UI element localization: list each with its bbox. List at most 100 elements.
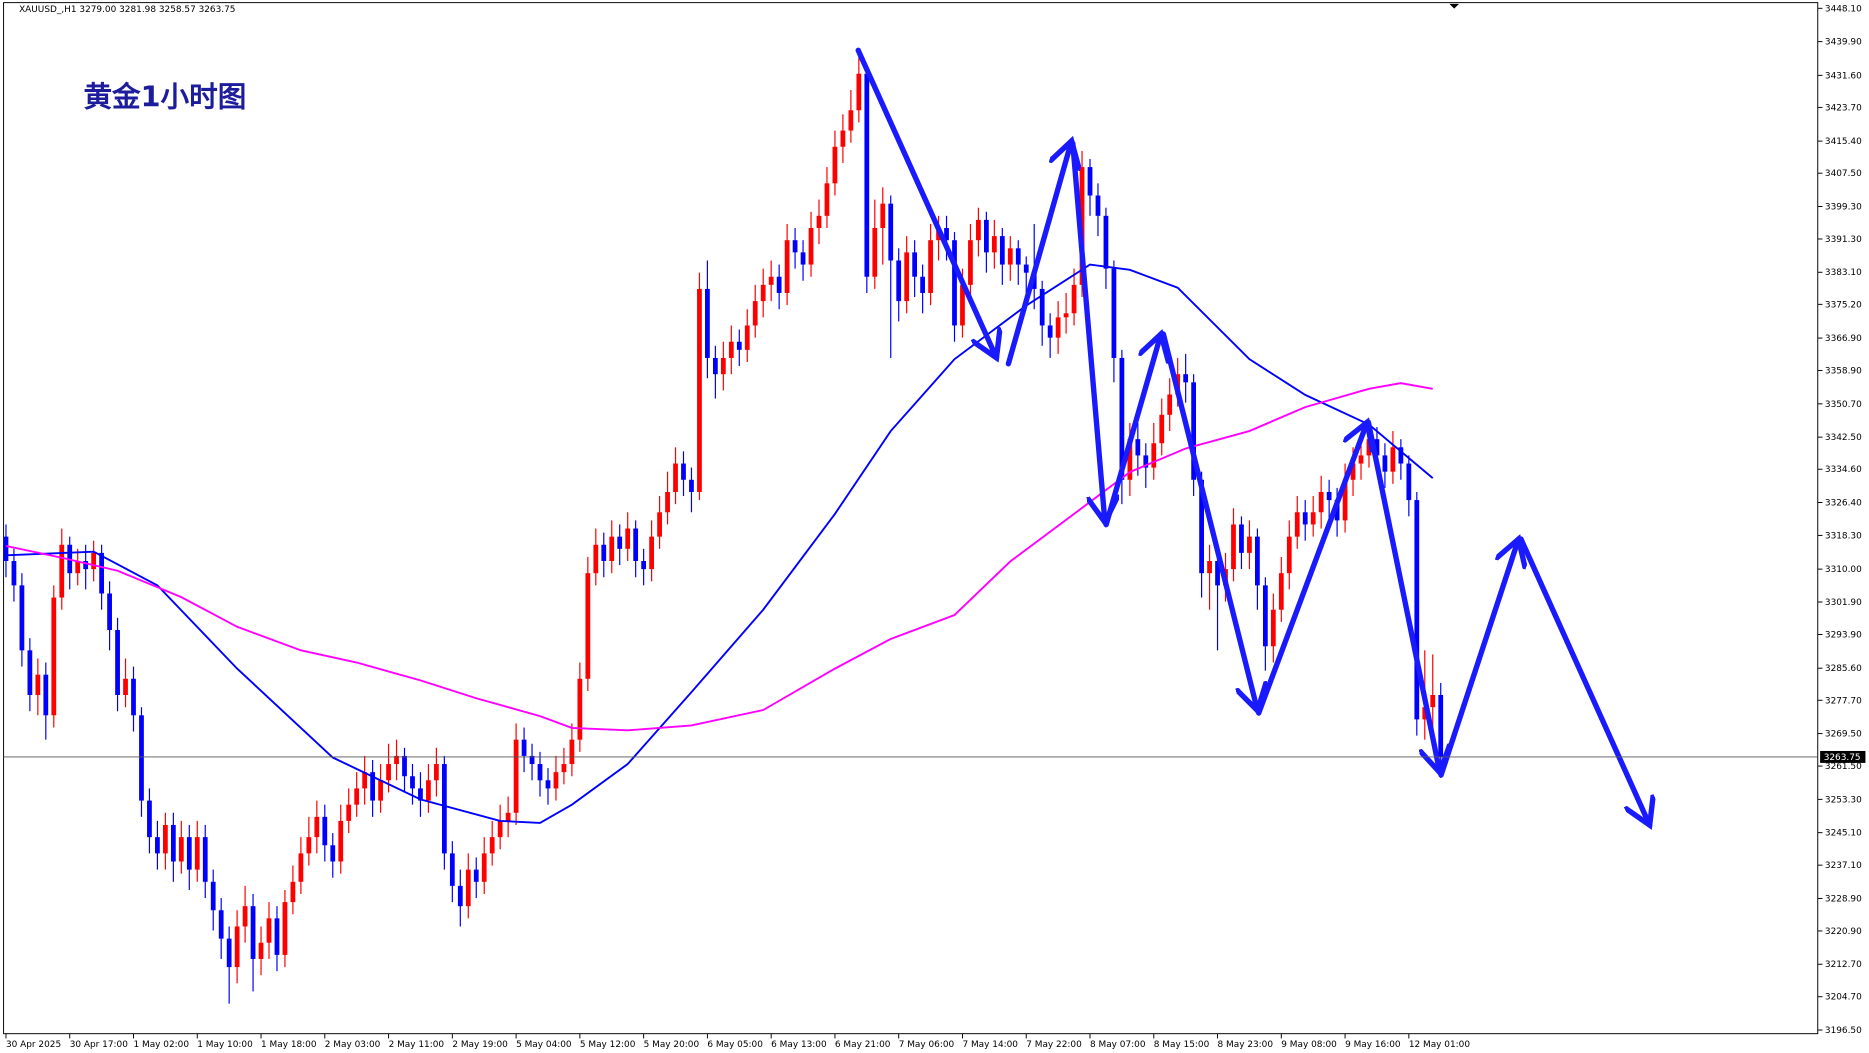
candle-body bbox=[888, 203, 894, 261]
candle-body bbox=[322, 816, 328, 846]
candle-body bbox=[1183, 374, 1189, 383]
y-tick-label: 3196.50 bbox=[1825, 1026, 1862, 1036]
candle-body bbox=[641, 560, 647, 570]
candle-body bbox=[665, 491, 670, 513]
candle-body bbox=[3, 536, 9, 561]
candle-body bbox=[513, 739, 519, 813]
y-tick-label: 3383.10 bbox=[1825, 268, 1862, 278]
candle-body bbox=[91, 552, 97, 570]
candle-body bbox=[1023, 264, 1029, 273]
candle-body bbox=[553, 772, 559, 789]
x-tick-label: 30 Apr 17:00 bbox=[70, 1040, 128, 1050]
candle-body bbox=[800, 252, 806, 265]
candle-body bbox=[370, 772, 376, 801]
candle-body bbox=[768, 276, 774, 285]
x-tick-label: 2 May 19:00 bbox=[452, 1040, 508, 1050]
candle-body bbox=[441, 764, 447, 854]
y-tick-label: 3342.50 bbox=[1825, 433, 1862, 443]
x-tick-label: 2 May 03:00 bbox=[325, 1040, 381, 1050]
candle-body bbox=[386, 764, 391, 781]
shift-marker bbox=[1449, 3, 1459, 9]
candle-body bbox=[1207, 560, 1212, 574]
candle-body bbox=[402, 755, 407, 777]
x-tick-label: 9 May 16:00 bbox=[1345, 1040, 1401, 1050]
y-tick-label: 3293.90 bbox=[1825, 630, 1862, 640]
arrow bbox=[1256, 422, 1367, 716]
candle-body bbox=[537, 764, 543, 781]
candle-body bbox=[489, 837, 495, 854]
candle-body bbox=[226, 938, 232, 968]
candle-body bbox=[697, 288, 702, 492]
candle-body bbox=[991, 236, 997, 253]
candle-body bbox=[234, 926, 240, 968]
candle-body bbox=[99, 552, 105, 594]
y-tick-label: 3326.40 bbox=[1825, 499, 1862, 509]
arrow bbox=[855, 47, 996, 358]
candle-body bbox=[712, 357, 718, 375]
candle-body bbox=[131, 678, 136, 716]
candle-body bbox=[896, 260, 902, 302]
candle-body bbox=[752, 301, 758, 326]
y-tick-label: 3261.50 bbox=[1825, 762, 1862, 772]
x-tick-label: 8 May 07:00 bbox=[1090, 1040, 1146, 1050]
candle-body bbox=[449, 853, 455, 886]
candle-body bbox=[1406, 463, 1412, 501]
candle-body bbox=[617, 536, 623, 549]
symbol-header: XAUUSD_,H1 3279.00 3281.98 3258.57 3263.… bbox=[19, 5, 235, 15]
y-tick-label: 3212.70 bbox=[1825, 960, 1862, 970]
candle-body bbox=[1199, 479, 1204, 574]
candle-body bbox=[473, 869, 479, 882]
candle-body bbox=[139, 715, 144, 801]
y-tick-label: 3237.10 bbox=[1825, 861, 1862, 871]
candle-body bbox=[521, 739, 527, 756]
x-tick-label: 2 May 11:00 bbox=[389, 1040, 445, 1050]
candle-body bbox=[27, 650, 33, 696]
y-tick-label: 3204.70 bbox=[1825, 993, 1862, 1003]
y-tick-label: 3318.30 bbox=[1825, 531, 1862, 541]
candle-body bbox=[952, 240, 957, 326]
candle-body bbox=[178, 837, 184, 862]
candle-body bbox=[1039, 288, 1045, 326]
candle-body bbox=[1286, 536, 1292, 574]
candle-body bbox=[258, 942, 264, 959]
candle-body bbox=[147, 800, 152, 838]
x-tick-label: 7 May 14:00 bbox=[962, 1040, 1018, 1050]
candle-body bbox=[1055, 317, 1061, 338]
candle-body bbox=[848, 110, 854, 131]
candle-body bbox=[1310, 512, 1316, 525]
candle-body bbox=[123, 678, 128, 696]
arrow bbox=[1070, 140, 1105, 522]
x-tick-label: 5 May 12:00 bbox=[580, 1040, 636, 1050]
candle-body bbox=[920, 276, 926, 293]
candle-body bbox=[1438, 695, 1444, 757]
candle-body bbox=[872, 228, 878, 277]
x-tick-label: 8 May 15:00 bbox=[1154, 1040, 1210, 1050]
y-tick-label: 3391.30 bbox=[1825, 235, 1862, 245]
y-tick-label: 3431.60 bbox=[1825, 71, 1862, 81]
candle-body bbox=[19, 585, 25, 651]
x-tick-label: 7 May 22:00 bbox=[1026, 1040, 1082, 1050]
candle-body bbox=[282, 902, 288, 955]
candle-body bbox=[736, 341, 742, 350]
candle-body bbox=[856, 73, 862, 111]
candle-body bbox=[1326, 491, 1332, 501]
candle-body bbox=[816, 215, 822, 229]
candle-body bbox=[609, 536, 615, 561]
candle-body bbox=[1191, 382, 1197, 480]
y-tick-label: 3375.20 bbox=[1825, 300, 1862, 310]
candle-body bbox=[984, 219, 989, 253]
x-tick-label: 6 May 13:00 bbox=[771, 1040, 827, 1050]
candle-body bbox=[673, 463, 678, 492]
candle-body bbox=[792, 240, 798, 253]
candle-body bbox=[976, 219, 981, 241]
candle-body bbox=[1294, 512, 1300, 537]
candle-body bbox=[720, 357, 726, 375]
candle-body bbox=[1422, 707, 1428, 720]
candle-body bbox=[362, 772, 368, 789]
arrow bbox=[1160, 331, 1257, 711]
candle-body bbox=[689, 479, 694, 492]
candle-body bbox=[968, 240, 973, 285]
y-tick-label: 3253.30 bbox=[1825, 795, 1862, 805]
